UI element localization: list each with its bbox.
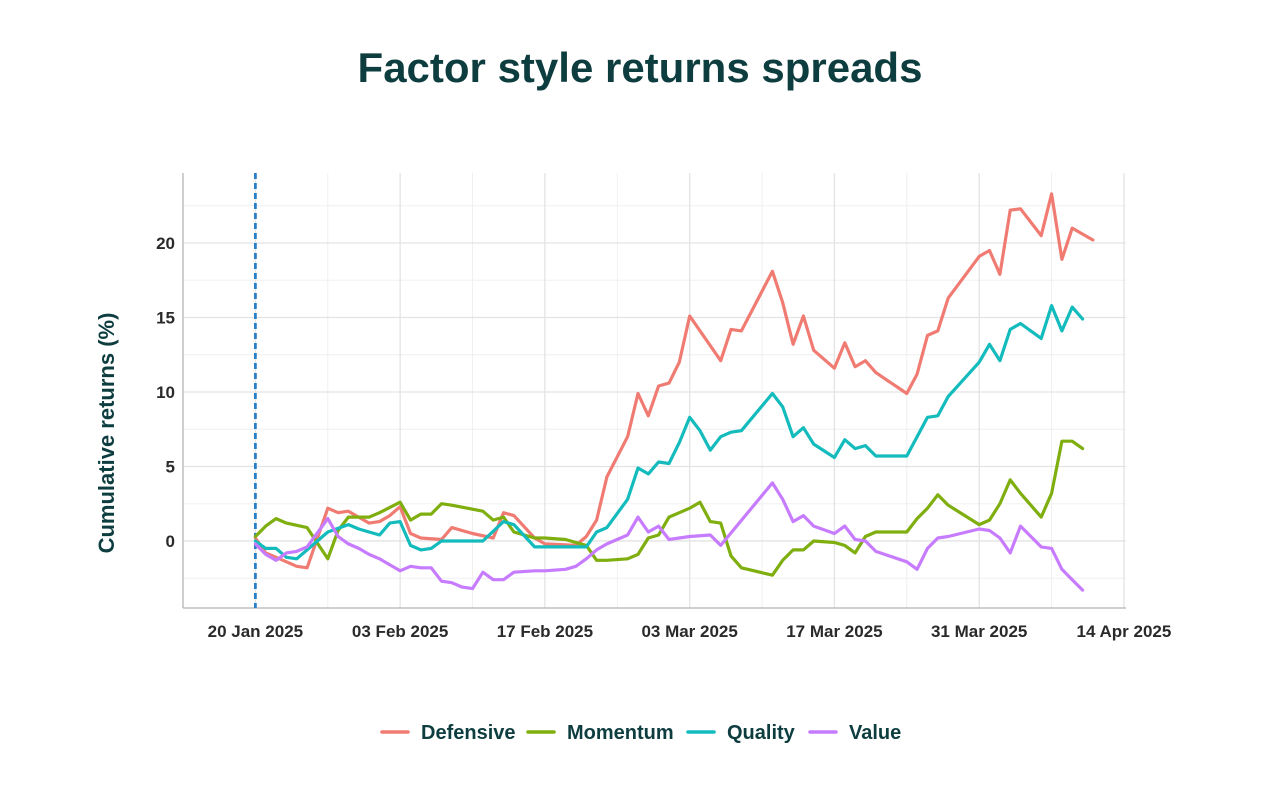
x-tick-label: 31 Mar 2025 [931, 622, 1027, 641]
legend-label-quality: Quality [727, 722, 796, 744]
y-tick-label: 15 [156, 309, 175, 328]
y-tick-label: 20 [156, 234, 175, 253]
series-lines [253, 192, 1095, 592]
y-tick-label: 5 [166, 457, 175, 476]
legend-label-momentum: Momentum [567, 722, 674, 744]
legend: Defensive Momentum Quality Value [380, 722, 901, 744]
x-tick-label: 17 Mar 2025 [786, 622, 882, 641]
x-tick-label: 17 Feb 2025 [497, 622, 593, 641]
x-tick-label: 14 Apr 2025 [1077, 622, 1172, 641]
x-tick-label: 03 Mar 2025 [641, 622, 737, 641]
series-line-quality [253, 304, 1085, 561]
series-line-defensive [253, 192, 1095, 570]
x-tick-label: 20 Jan 2025 [208, 622, 303, 641]
y-tick-label: 0 [166, 532, 175, 551]
x-tick-label: 03 Feb 2025 [352, 622, 448, 641]
legend-label-value: Value [849, 722, 901, 744]
major-grid [183, 173, 1126, 608]
axes [182, 173, 1126, 609]
minor-grid [183, 173, 1126, 608]
y-tick-labels: 0 5 10 15 20 [156, 234, 175, 551]
series-line-momentum [253, 439, 1085, 577]
y-tick-label: 10 [156, 383, 175, 402]
chart-title: Factor style returns spreads [357, 44, 923, 91]
x-tick-labels: 20 Jan 2025 03 Feb 2025 17 Feb 2025 03 Mar … [208, 622, 1172, 641]
series-line-value [253, 481, 1085, 592]
legend-label-defensive: Defensive [421, 722, 516, 744]
y-axis-label: Cumulative returns (%) [94, 313, 119, 554]
